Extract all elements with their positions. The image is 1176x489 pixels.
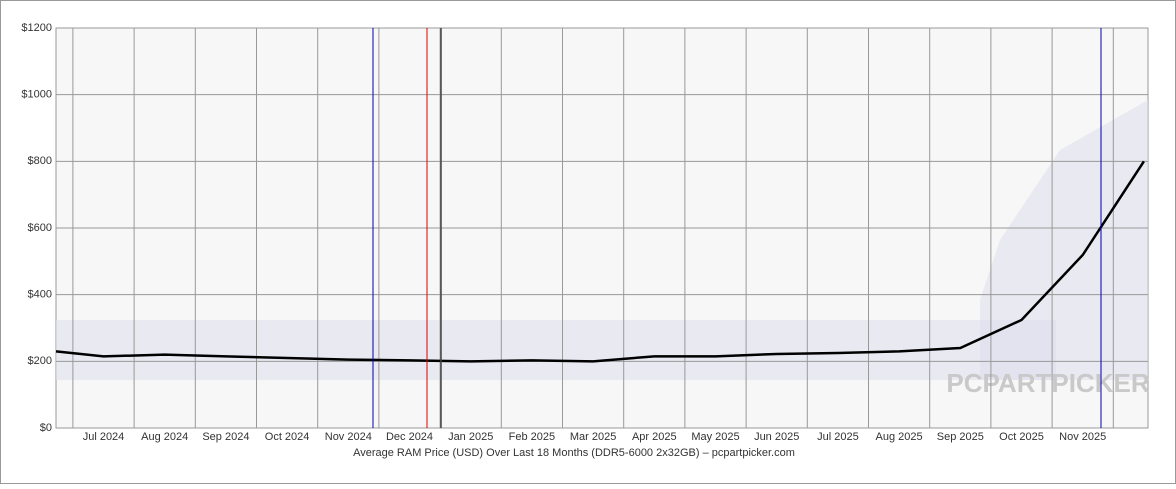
- x-tick-label: Jul 2024: [83, 431, 125, 443]
- y-tick-label: $800: [28, 155, 52, 167]
- x-tick-label: Jul 2025: [817, 431, 859, 443]
- x-tick-label: Aug 2024: [141, 431, 188, 443]
- x-tick-label: Oct 2024: [265, 431, 310, 443]
- x-axis-label: Average RAM Price (USD) Over Last 18 Mon…: [353, 447, 795, 459]
- price-range-band: [56, 320, 1056, 380]
- y-tick-label: $400: [28, 289, 52, 301]
- y-tick-label: $0: [40, 422, 52, 434]
- y-tick-label: $200: [28, 355, 52, 367]
- x-tick-label: Aug 2025: [876, 431, 923, 443]
- y-tick-label: $1200: [21, 22, 52, 34]
- price-line: [55, 160, 1145, 363]
- x-tick-label: Jan 2025: [448, 431, 493, 443]
- watermark: PCPARTPICKER: [946, 368, 1149, 398]
- y-tick-label: $600: [28, 222, 52, 234]
- x-tick-label: Apr 2025: [632, 431, 677, 443]
- x-tick-label: Feb 2025: [509, 431, 555, 443]
- price-range-band: [980, 100, 1148, 380]
- x-tick-label: Nov 2025: [1059, 431, 1106, 443]
- x-tick-label: Sep 2024: [202, 431, 249, 443]
- x-tick-label: Mar 2025: [570, 431, 616, 443]
- y-tick-label: $1000: [21, 89, 52, 101]
- x-tick-label: Jun 2025: [754, 431, 799, 443]
- x-tick-label: May 2025: [691, 431, 739, 443]
- x-tick-label: Oct 2025: [999, 431, 1044, 443]
- x-tick-label: Dec 2024: [386, 431, 433, 443]
- x-tick-label: Nov 2024: [325, 431, 372, 443]
- x-tick-label: Sep 2025: [937, 431, 984, 443]
